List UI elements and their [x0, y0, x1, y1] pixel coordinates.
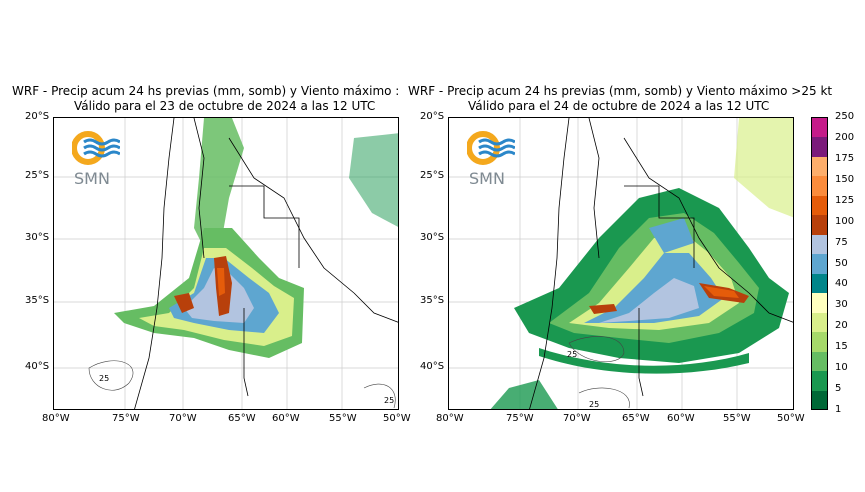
colorbar-swatch — [811, 175, 828, 196]
country-borders — [529, 118, 793, 409]
lon-tick: 60°W — [272, 413, 300, 424]
lat-tick: 35°S — [420, 295, 445, 306]
lat-tick: 30°S — [420, 232, 445, 243]
colorbar-swatch — [811, 390, 828, 411]
precip-field — [490, 118, 793, 409]
colorbar-swatch — [811, 351, 828, 372]
colorbar-label: 15 — [835, 341, 848, 353]
lat-tick: 35°S — [25, 295, 50, 306]
lon-tick: 70°W — [563, 413, 591, 424]
wind-contours — [88, 360, 396, 409]
lon-tick: 60°W — [667, 413, 695, 424]
lon-tick: 50°W — [383, 413, 411, 424]
lon-tick: 50°W — [777, 413, 805, 424]
colorbar-label: 1 — [835, 404, 842, 415]
colorbar-swatch — [811, 273, 828, 294]
colorbar-swatch — [811, 136, 828, 157]
colorbar-label: 125 — [835, 194, 855, 206]
colorbar-swatch — [811, 234, 828, 255]
lon-tick: 65°W — [228, 413, 256, 424]
lat-tick: 30°S — [25, 232, 50, 243]
country-borders — [134, 118, 398, 409]
lat-tick: 20°S — [25, 111, 50, 122]
colorbar-swatch — [811, 253, 828, 274]
colorbar-label: 250 — [835, 111, 855, 122]
left-title-line2: Válido para el 23 de octubre de 2024 a l… — [74, 99, 376, 113]
colorbar-label: 150 — [835, 173, 855, 185]
contour-label: 25 — [589, 400, 599, 409]
colorbar-swatch — [811, 195, 828, 216]
colorbar-label: 5 — [835, 383, 842, 395]
colorbar-swatch — [811, 292, 828, 313]
lon-tick: 70°W — [169, 413, 197, 424]
colorbar-frame — [811, 117, 828, 410]
colorbar-swatch — [811, 117, 828, 137]
smn-logo-text: SMN — [469, 169, 505, 188]
lat-tick: 25°S — [25, 170, 50, 181]
precip-field — [114, 118, 398, 358]
colorbar-label: 20 — [835, 320, 848, 332]
colorbar-label: 30 — [835, 299, 848, 311]
contour-label: 25 — [567, 350, 577, 359]
lon-tick: 75°W — [112, 413, 140, 424]
colorbar-label: 200 — [835, 131, 855, 143]
map-panel-left: 25 25 — [53, 117, 399, 410]
map-panel-right: 25 25 — [448, 117, 794, 410]
contour-label: 25 — [384, 396, 394, 405]
smn-logo-mark — [71, 131, 121, 165]
contour-label: 25 — [99, 374, 109, 383]
smn-logo-left: SMN — [71, 130, 121, 188]
lon-tick: 55°W — [329, 413, 357, 424]
colorbar-label: 40 — [835, 278, 848, 290]
colorbar-label: 75 — [835, 236, 848, 248]
lat-tick: 20°S — [420, 111, 445, 122]
map-left-svg: 25 25 — [54, 118, 398, 409]
colorbar-swatch — [811, 156, 828, 177]
lon-tick: 80°W — [42, 413, 70, 424]
colorbar-swatch — [811, 214, 828, 235]
smn-logo-text: SMN — [74, 169, 110, 188]
lat-tick: 40°S — [25, 361, 50, 372]
smn-logo-right: SMN — [466, 130, 516, 188]
map-right-svg: 25 25 — [449, 118, 793, 409]
smn-logo-mark — [466, 131, 516, 165]
colorbar-label: 50 — [835, 257, 848, 269]
lon-tick: 65°W — [622, 413, 650, 424]
right-title-line1: WRF - Precip acum 24 hs previas (mm, som… — [408, 84, 833, 98]
lon-tick: 75°W — [506, 413, 534, 424]
colorbar-swatch — [811, 370, 828, 391]
colorbar-swatch — [811, 331, 828, 352]
colorbar-label: 10 — [835, 362, 848, 374]
colorbar-label: 100 — [835, 215, 855, 227]
lon-tick: 80°W — [436, 413, 464, 424]
colorbar-label: 175 — [835, 152, 855, 164]
right-title-line2: Válido para el 24 de octubre de 2024 a l… — [468, 99, 770, 113]
lat-tick: 25°S — [420, 170, 445, 181]
left-title-line1: WRF - Precip acum 24 hs previas (mm, som… — [12, 84, 400, 98]
lon-tick: 55°W — [723, 413, 751, 424]
lat-tick: 40°S — [420, 361, 445, 372]
colorbar-swatch — [811, 312, 828, 333]
